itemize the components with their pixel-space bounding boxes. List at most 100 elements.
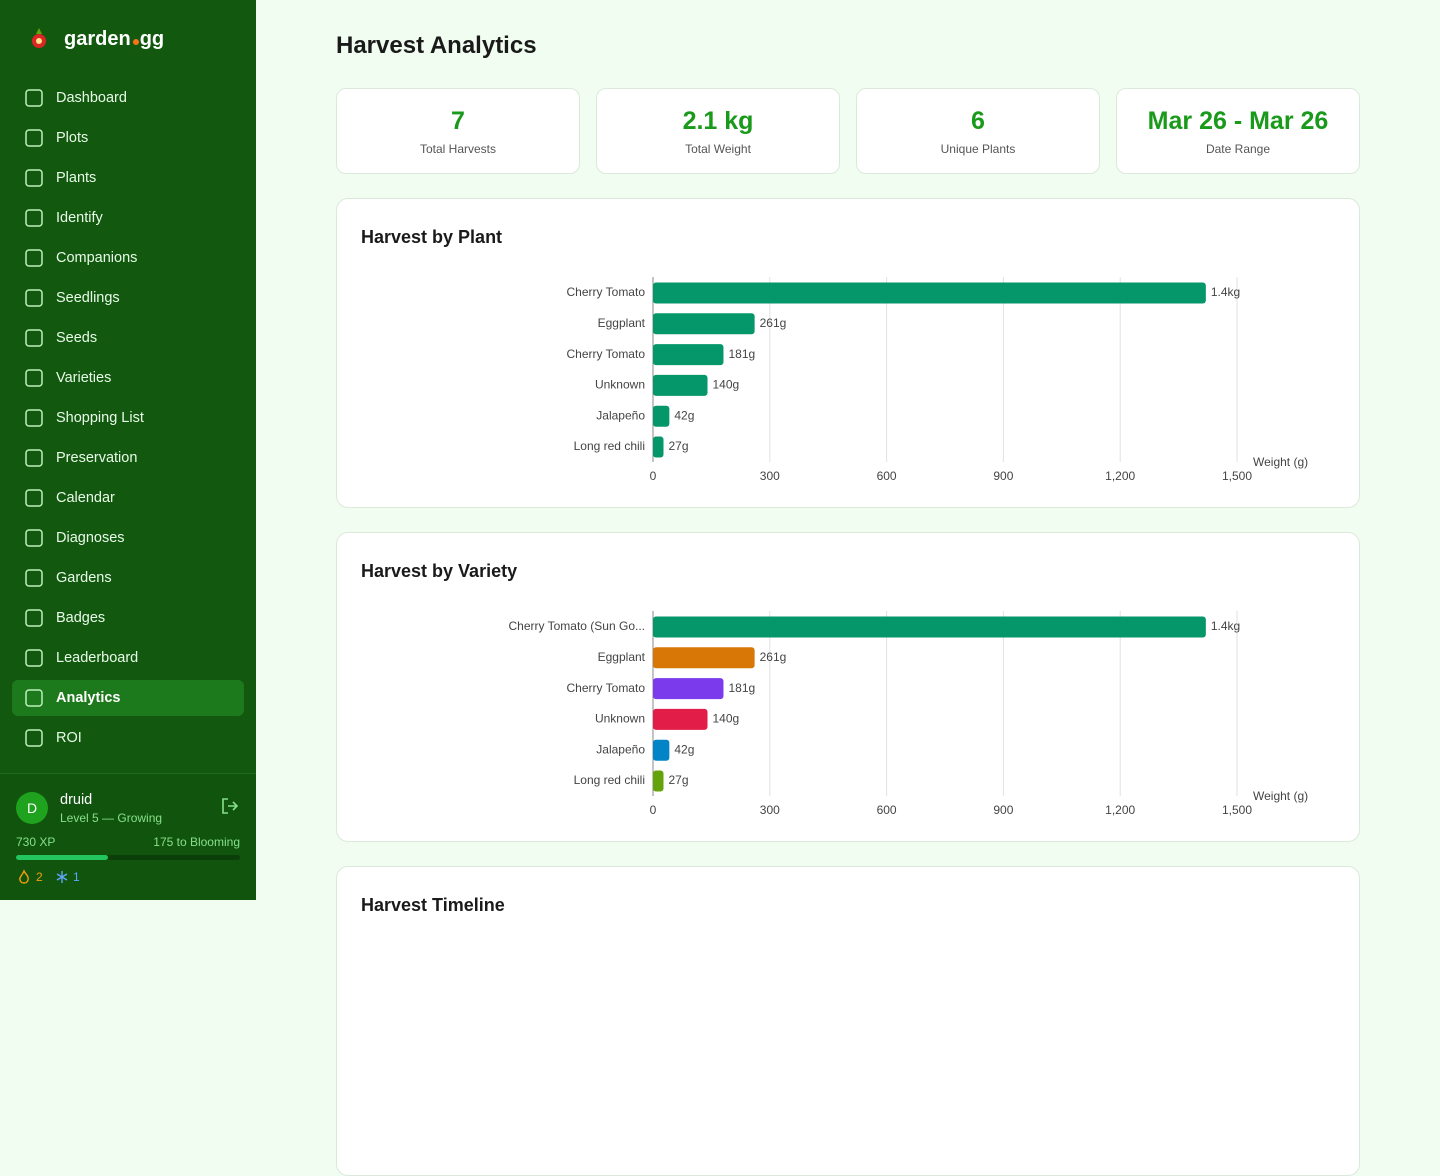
bar [653,282,1206,304]
icon-shape [25,529,43,547]
bar [653,708,708,730]
value-label: 181g [728,347,755,361]
stat-card: 2.1 kg Total Weight [596,88,840,174]
category-label: Eggplant [598,316,646,330]
nav-icon [25,129,43,147]
category-label: Eggplant [598,650,646,664]
bar [653,405,670,427]
value-label: 181g [728,681,755,695]
nav-item[interactable]: Plants [12,160,244,196]
icon-shape [25,369,43,387]
user-panel: D druid Level 5 — Growing 730 XP 175 to … [0,773,256,900]
timeline-card: Harvest Timeline [336,866,1360,1176]
brand-right: gg [139,27,165,50]
nav-item[interactable]: Shopping List [12,400,244,436]
logo [32,28,46,48]
nav-icon [25,689,43,707]
brand-left: garden [64,27,131,50]
user-level: Level 5 — Growing [60,811,163,825]
stat-card: 6 Unique Plants [856,88,1100,174]
x-tick-label: 1,500 [1222,469,1252,483]
icon-shape [25,729,43,747]
x-axis-label: Weight (g) [1253,455,1308,469]
value-label: 42g [674,408,694,422]
nav-item[interactable]: Companions [12,240,244,276]
value-label: 140g [713,712,740,726]
streak-icon [19,869,29,884]
nav-item[interactable]: Diagnoses [12,520,244,556]
chart-card: Harvest by Variety 0 300 600 900 1,200 1,500 We… [336,532,1360,842]
nav-item[interactable]: Calendar [12,480,244,516]
nav-icon [25,369,43,387]
x-tick-label: 1,200 [1105,469,1135,483]
nav-item[interactable]: Analytics [12,680,244,716]
icon-shape [25,89,43,107]
bar [653,374,708,396]
nav-label: Badges [56,610,106,626]
icon-shape [25,129,43,147]
bar [653,436,664,458]
x-tick-label: 600 [877,803,897,817]
nav-item[interactable]: Seeds [12,320,244,356]
stat-label: Total Harvests [419,142,497,156]
nav-icon [25,449,43,467]
x-axis-label: Weight (g) [1253,789,1308,803]
nav-item[interactable]: Gardens [12,560,244,596]
nav-item[interactable]: Seedlings [12,280,244,316]
avatar[interactable]: D [16,792,48,824]
x-tick-label: 0 [650,469,657,483]
nav-item[interactable]: ROI [12,720,244,756]
category-label: Cherry Tomato [567,285,646,299]
chart-card: Harvest by Plant 0 300 600 900 1,200 1,500 Weig… [336,198,1360,508]
nav-icon [25,249,43,267]
value-label: 1.4kg [1211,619,1240,633]
xp-next: 175 to Blooming [153,835,240,849]
nav-item[interactable]: Varieties [12,360,244,396]
nav-label: Calendar [56,490,115,506]
bar [653,344,724,366]
nav-label: Preservation [56,450,138,466]
category-label: Jalapeño [596,742,645,756]
category-label: Cherry Tomato (Sun Go... [509,619,646,633]
nav-label: Identify [56,210,103,226]
bar [653,739,670,761]
brand[interactable]: garden gg [64,26,164,52]
icon-shape [25,689,43,707]
nav-icon [25,649,43,667]
nav-label: Leaderboard [56,650,139,666]
nav-item[interactable]: Badges [12,600,244,636]
nav-label: Diagnoses [56,530,125,546]
value-label: 261g [760,316,787,330]
icon-shape [25,449,43,467]
nav-icon [25,289,43,307]
icon-shape [25,249,43,267]
xp-fill [16,855,108,860]
stat-value: Mar 26 - Mar 26 [1147,107,1329,135]
x-tick-label: 300 [760,803,780,817]
nav-item[interactable]: Preservation [12,440,244,476]
x-tick-label: 600 [877,469,897,483]
icon-shape [25,489,43,507]
nav-item[interactable]: Identify [12,200,244,236]
nav-icon [25,489,43,507]
nav-icon [25,209,43,227]
value-label: 27g [669,773,689,787]
nav-icon [25,609,43,627]
category-label: Jalapeño [596,408,645,422]
nav-icon [25,89,43,107]
stat-label: Date Range [1205,142,1271,156]
xp: 730 XP [16,835,56,849]
logout-button[interactable] [220,796,240,816]
icon-shape [25,569,43,587]
nav-item[interactable]: Dashboard [12,80,244,116]
nav-icon [25,729,43,747]
nav-item[interactable]: Plots [12,120,244,156]
icon-shape [25,169,43,187]
icon-shape [25,409,43,427]
value-label: 42g [674,742,694,756]
icon-shape [25,209,43,227]
nav-item[interactable]: Leaderboard [12,640,244,676]
nav-label: Seeds [56,330,98,346]
x-tick-label: 900 [993,803,1013,817]
